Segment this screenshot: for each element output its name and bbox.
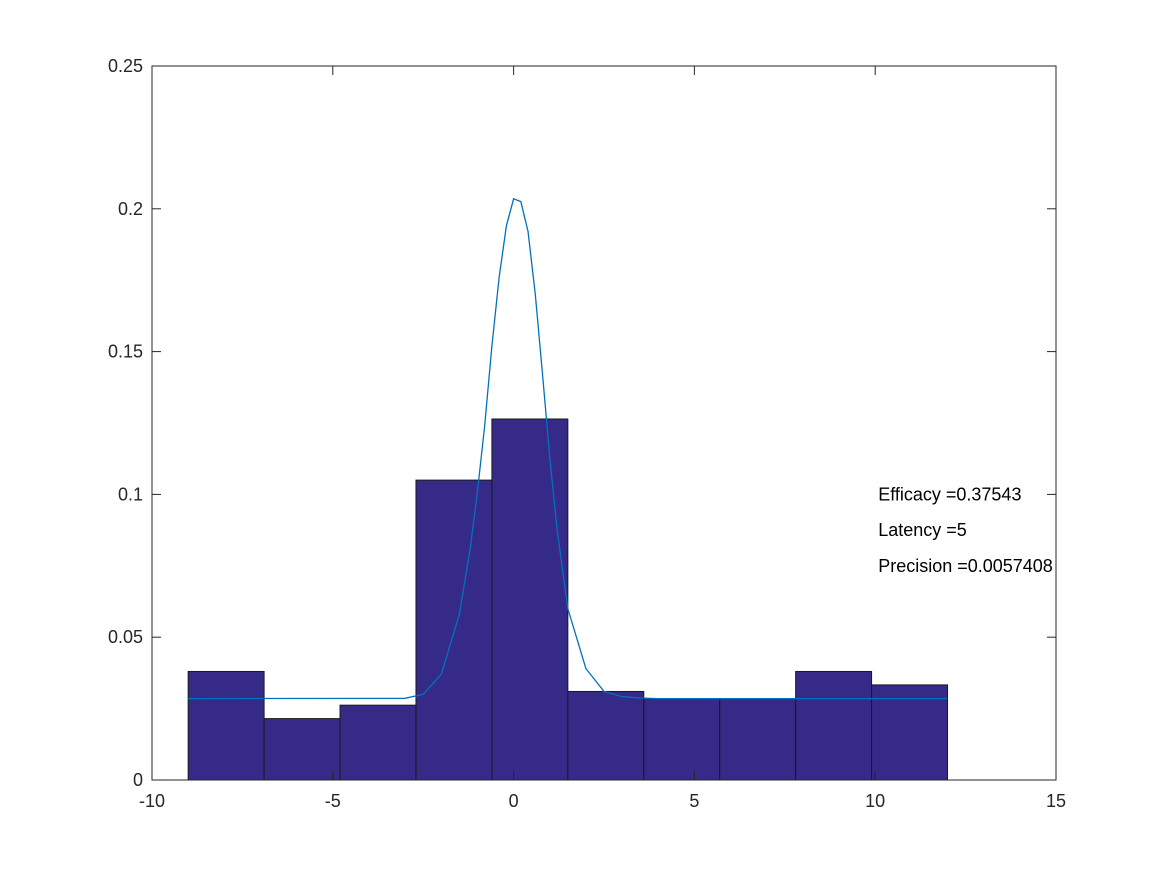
histogram-bar — [567, 690, 645, 781]
x-tick-label: 0 — [509, 791, 519, 811]
y-tick-label: 0.1 — [118, 484, 143, 504]
histogram-bar — [491, 418, 569, 781]
x-tick-label: 10 — [865, 791, 885, 811]
annotation-text: Precision =0.0057408 — [878, 556, 1053, 576]
annotation-text: Latency =5 — [878, 520, 967, 540]
line-layer — [188, 197, 948, 700]
histogram-bar — [795, 670, 873, 781]
y-tick-label: 0.15 — [108, 342, 143, 362]
axes-layer — [151, 65, 1057, 781]
bars-layer — [187, 418, 949, 781]
histogram-bar — [339, 704, 417, 781]
histogram-bar — [871, 684, 949, 781]
y-tick-label: 0 — [133, 770, 143, 790]
fit-curve-line — [188, 197, 948, 700]
x-tick-label: 15 — [1046, 791, 1066, 811]
y-tick-label: 0.25 — [108, 56, 143, 76]
y-tick-label: 0.2 — [118, 199, 143, 219]
histogram-bar — [719, 698, 797, 781]
histogram-bar — [263, 718, 341, 781]
x-tick-label: -10 — [139, 791, 165, 811]
y-tick-label: 0.05 — [108, 627, 143, 647]
histogram-bar — [415, 479, 493, 781]
labels-layer: -10 -5 0 5 10 15 0 0.05 0.1 0.15 0.2 0.25 Efficacy =… — [108, 56, 1066, 811]
axes-box — [151, 65, 1057, 781]
histogram-bar — [643, 698, 721, 781]
x-tick-label: 5 — [689, 791, 699, 811]
annotation-text: Efficacy =0.37543 — [878, 484, 1021, 504]
histogram-bar — [187, 670, 265, 781]
x-tick-label: -5 — [325, 791, 341, 811]
